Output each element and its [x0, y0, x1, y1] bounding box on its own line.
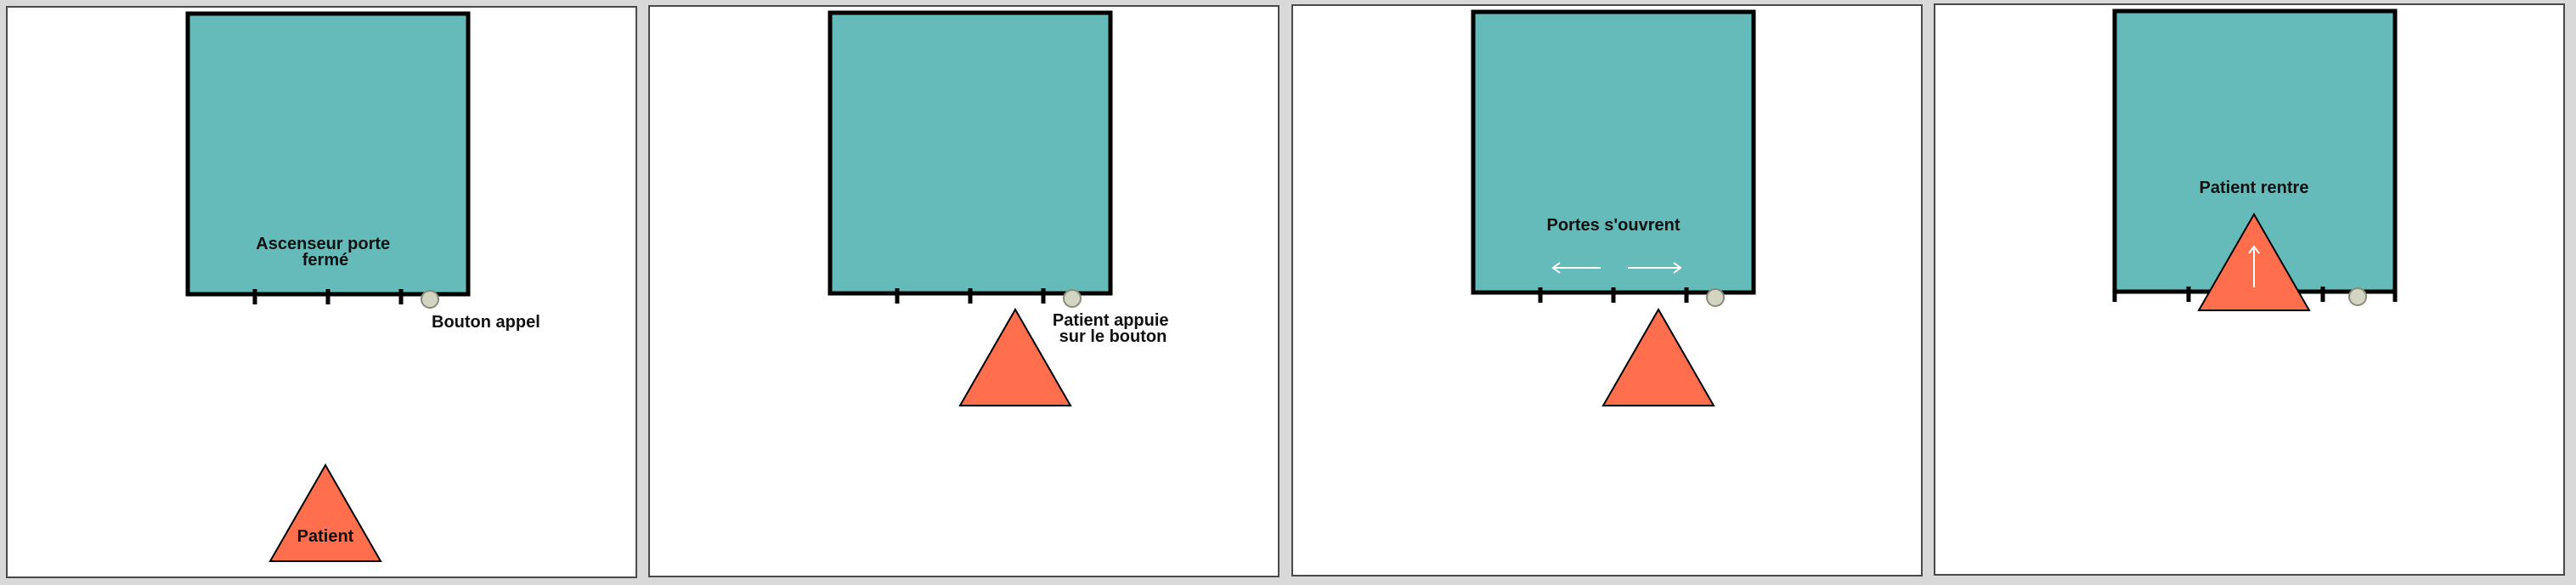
patient-triangle	[1602, 307, 1715, 406]
call-button-icon	[1706, 288, 1725, 307]
label-call-button: Patient appuie sur le bouton	[1053, 311, 1173, 346]
patient-triangle	[268, 463, 382, 562]
panel-2: Patient appuie sur le bouton	[648, 5, 1280, 577]
panel-1: Ascenseur porte fermé Bouton appel Patie…	[6, 6, 637, 578]
panel-3: Portes s'ouvrent	[1291, 4, 1923, 576]
label-elevator: Portes s'ouvrent	[1546, 216, 1680, 235]
elevator-cabin	[185, 11, 471, 297]
call-button-icon	[421, 290, 439, 309]
call-button-icon	[2348, 287, 2367, 306]
label-elevator: Ascenseur porte fermé	[256, 235, 394, 270]
panel-4: Patient rentre	[1934, 3, 2565, 576]
elevator-cabin	[2112, 9, 2398, 294]
label-call-button: Bouton appel	[432, 313, 540, 332]
elevator-cabin	[828, 10, 1113, 296]
label-patient: Patient	[297, 527, 354, 546]
arrow-up-icon	[2248, 245, 2260, 287]
call-button-icon	[1063, 289, 1082, 308]
elevator-cabin	[1471, 9, 1756, 295]
arrow-left-icon	[1551, 262, 1601, 274]
label-elevator: Patient rentre	[2200, 179, 2309, 197]
patient-triangle	[958, 307, 1072, 406]
arrow-right-icon	[1628, 262, 1682, 274]
